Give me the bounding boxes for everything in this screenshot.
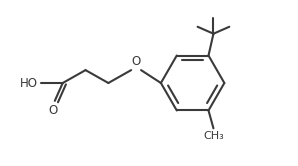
Text: O: O [48,104,58,117]
Text: O: O [131,55,141,68]
Text: CH₃: CH₃ [203,131,224,141]
Text: HO: HO [20,77,38,89]
